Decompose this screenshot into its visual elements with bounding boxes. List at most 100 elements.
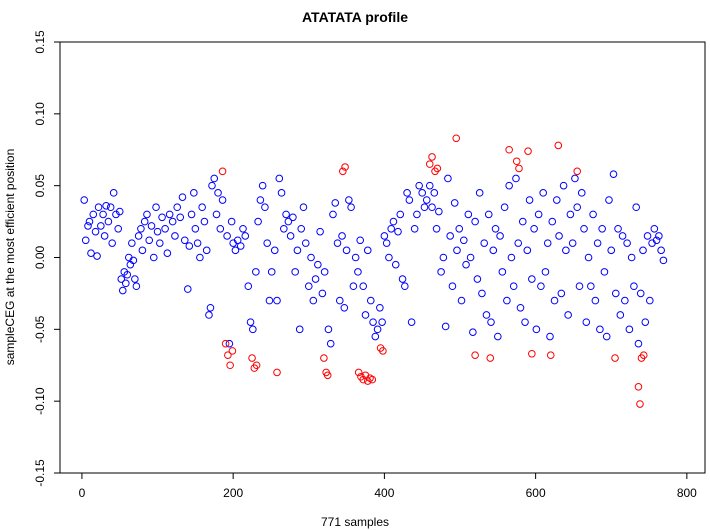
point bbox=[236, 242, 245, 250]
point bbox=[405, 196, 414, 204]
point bbox=[562, 246, 570, 255]
point bbox=[415, 181, 423, 190]
point bbox=[118, 286, 127, 295]
point bbox=[602, 332, 611, 341]
point bbox=[587, 282, 595, 291]
point bbox=[652, 236, 661, 245]
point bbox=[311, 275, 320, 283]
point bbox=[273, 368, 281, 377]
point bbox=[396, 210, 405, 219]
point bbox=[607, 246, 616, 255]
point bbox=[361, 311, 370, 319]
point bbox=[444, 174, 452, 183]
point bbox=[205, 311, 213, 319]
point bbox=[618, 232, 627, 240]
point bbox=[206, 303, 215, 312]
point bbox=[505, 181, 513, 190]
point bbox=[509, 282, 518, 291]
point bbox=[152, 203, 160, 212]
point bbox=[301, 239, 310, 247]
point bbox=[198, 203, 206, 212]
point bbox=[323, 371, 332, 380]
point bbox=[530, 224, 538, 233]
point bbox=[639, 351, 648, 359]
point bbox=[293, 246, 302, 255]
point bbox=[263, 239, 271, 247]
point bbox=[616, 311, 625, 319]
point bbox=[356, 236, 364, 245]
point bbox=[329, 210, 337, 219]
point bbox=[284, 217, 293, 226]
point bbox=[550, 296, 559, 305]
point bbox=[378, 318, 386, 326]
point bbox=[634, 383, 643, 391]
point bbox=[137, 224, 145, 233]
point bbox=[523, 246, 532, 255]
point bbox=[191, 224, 200, 233]
point bbox=[354, 268, 362, 276]
point bbox=[115, 207, 124, 216]
point bbox=[108, 239, 116, 247]
point bbox=[347, 203, 355, 212]
point bbox=[448, 282, 457, 291]
point bbox=[537, 282, 545, 291]
point bbox=[241, 232, 250, 240]
point bbox=[84, 222, 92, 230]
point bbox=[475, 189, 484, 197]
point bbox=[134, 232, 143, 240]
point bbox=[425, 181, 434, 190]
point bbox=[571, 174, 579, 183]
point bbox=[407, 318, 416, 326]
point bbox=[339, 167, 347, 176]
point bbox=[573, 167, 582, 176]
point bbox=[614, 224, 622, 233]
point bbox=[273, 296, 281, 305]
point bbox=[552, 196, 561, 204]
point bbox=[129, 256, 138, 265]
point bbox=[380, 232, 389, 240]
point bbox=[291, 268, 299, 276]
point bbox=[324, 325, 333, 334]
point bbox=[223, 232, 231, 240]
point bbox=[621, 296, 629, 305]
point bbox=[507, 253, 516, 262]
point bbox=[498, 268, 507, 276]
point bbox=[591, 296, 600, 305]
point bbox=[554, 141, 563, 150]
point bbox=[202, 246, 211, 255]
y-tick-label: 0.05 bbox=[33, 174, 47, 198]
point bbox=[471, 351, 479, 359]
point bbox=[143, 210, 151, 219]
point bbox=[117, 275, 126, 283]
point bbox=[366, 296, 375, 305]
point bbox=[226, 361, 234, 370]
point bbox=[114, 224, 123, 233]
point bbox=[582, 318, 591, 326]
point bbox=[366, 374, 374, 382]
point bbox=[627, 253, 636, 262]
point bbox=[85, 217, 94, 226]
point bbox=[524, 147, 532, 155]
point bbox=[410, 224, 419, 233]
point bbox=[555, 232, 563, 240]
point bbox=[342, 246, 351, 255]
y-tick-label: 0.00 bbox=[33, 245, 47, 269]
point bbox=[106, 203, 115, 212]
point bbox=[568, 239, 577, 247]
point bbox=[625, 325, 634, 334]
point bbox=[254, 217, 262, 226]
point bbox=[190, 189, 198, 197]
point bbox=[104, 217, 113, 226]
point bbox=[221, 339, 230, 348]
point bbox=[128, 239, 136, 247]
point bbox=[598, 224, 606, 233]
point bbox=[462, 260, 470, 269]
point bbox=[176, 213, 185, 222]
point bbox=[425, 160, 434, 168]
point bbox=[252, 361, 261, 370]
point bbox=[299, 203, 308, 212]
point bbox=[81, 236, 90, 245]
x-tick-label: 0 bbox=[79, 486, 86, 500]
point bbox=[450, 199, 459, 207]
